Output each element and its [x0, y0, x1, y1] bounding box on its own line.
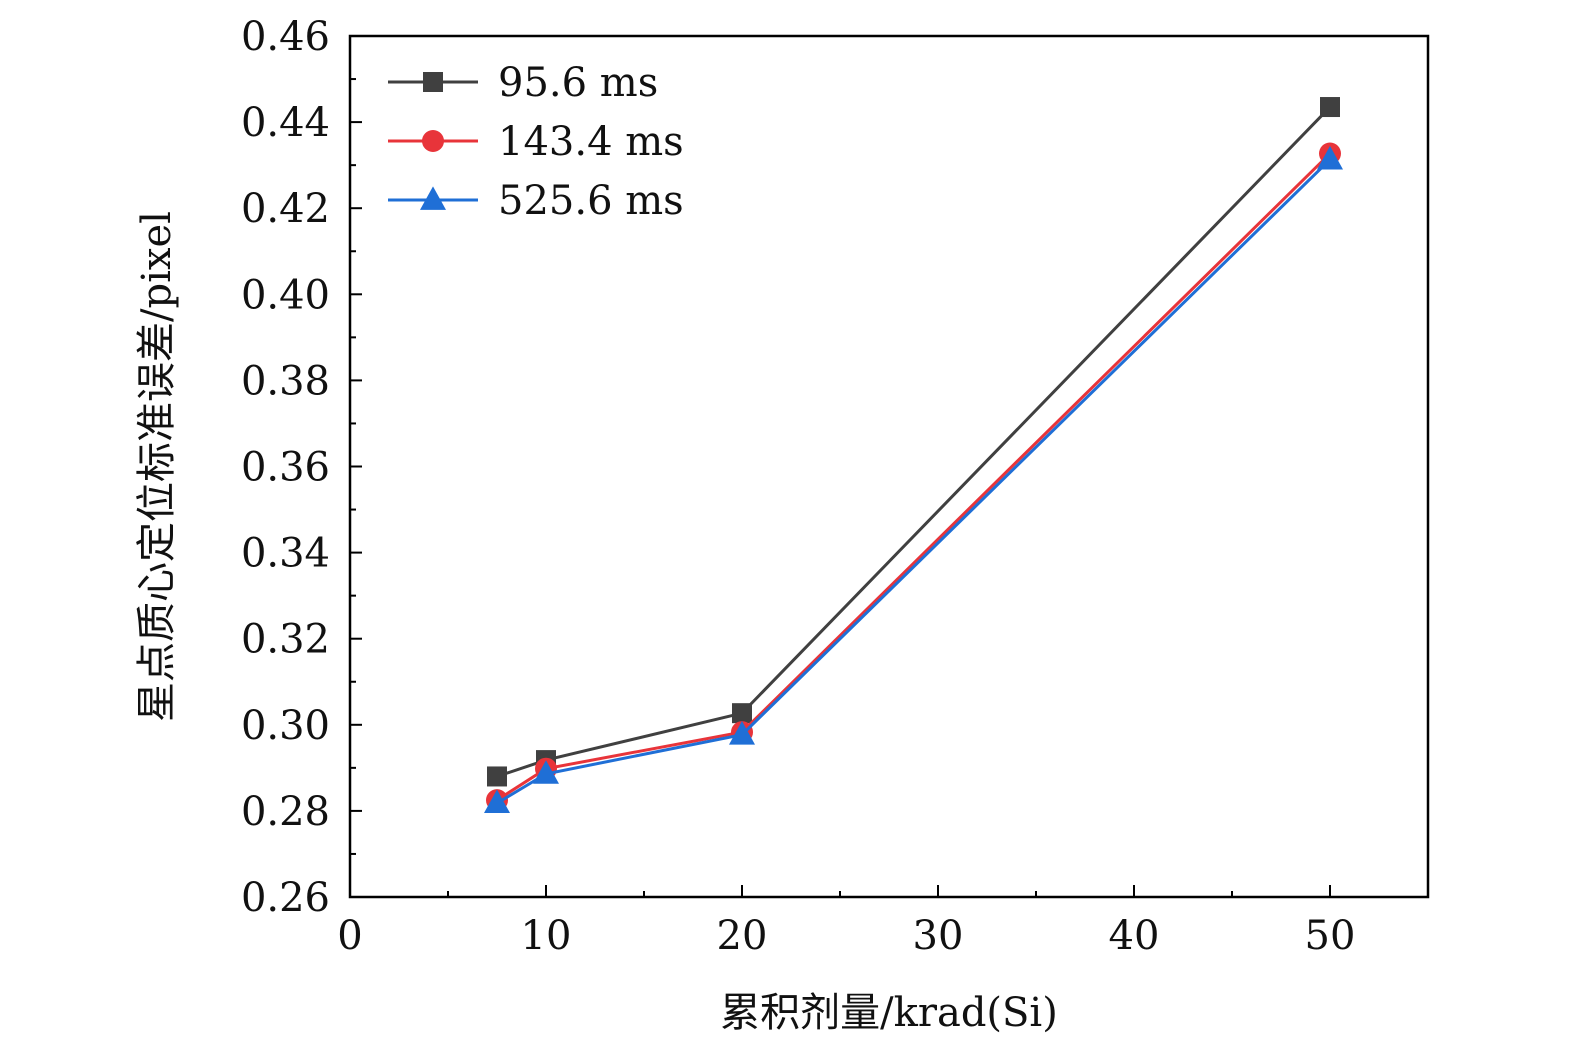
legend-item: 525.6 ms: [388, 178, 684, 224]
data-point: [1317, 145, 1343, 170]
x-tick-label: 50: [1305, 913, 1356, 959]
y-tick-label: 0.32: [241, 617, 330, 663]
data-point: [484, 789, 510, 814]
y-tick-label: 0.46: [241, 14, 330, 60]
x-tick-label: 40: [1109, 913, 1160, 959]
y-tick-label: 0.36: [241, 445, 330, 491]
series-triangle: [484, 145, 1343, 814]
y-tick-label: 0.38: [241, 358, 330, 404]
legend-label: 143.4 ms: [498, 119, 684, 165]
legend-marker: [422, 130, 444, 152]
x-tick-label: 20: [717, 913, 768, 959]
series-square: [487, 97, 1340, 787]
y-tick-label: 0.30: [241, 703, 330, 749]
legend-item: 95.6 ms: [388, 60, 658, 106]
series-circle: [486, 142, 1341, 812]
y-tick-label: 0.34: [241, 531, 330, 577]
series-line: [496, 158, 1332, 805]
series-layer: [484, 97, 1343, 814]
data-point: [487, 766, 507, 787]
plot-frame: [348, 34, 1430, 899]
y-tick-label: 0.42: [241, 186, 330, 232]
x-tick-label: 30: [913, 913, 964, 959]
y-tick-label: 0.28: [241, 789, 330, 835]
y-tick-label: 0.40: [241, 272, 330, 318]
x-axis-title: 累积剂量/krad(Si): [720, 990, 1058, 1036]
x-tick-label: 10: [521, 913, 572, 959]
y-tick-label: 0.26: [241, 875, 330, 921]
data-point: [533, 760, 559, 784]
legend-marker: [420, 186, 446, 210]
x-tick-labels: 0 10 20 30 40 50: [337, 913, 1355, 959]
series-line: [496, 152, 1332, 802]
axis-ticks: [349, 35, 1429, 898]
series-line: [496, 105, 1332, 778]
data-point: [729, 721, 755, 745]
x-tick-label: 0: [337, 913, 362, 959]
legend-marker: [423, 72, 443, 92]
data-point: [1320, 97, 1340, 118]
y-tick-labels: 0.26 0.28 0.30 0.32 0.34 0.36 0.38 0.40 0.42 0.44…: [241, 14, 330, 921]
legend-item: 143.4 ms: [388, 119, 684, 165]
legend: 95.6 ms 143.4 ms 525.6 ms: [388, 60, 684, 224]
y-tick-label: 0.44: [241, 100, 330, 146]
legend-label: 525.6 ms: [498, 178, 684, 224]
y-axis-title: 星点质心定位标准误差/pixel: [134, 211, 180, 722]
data-point: [732, 703, 752, 724]
legend-label: 95.6 ms: [498, 60, 658, 106]
